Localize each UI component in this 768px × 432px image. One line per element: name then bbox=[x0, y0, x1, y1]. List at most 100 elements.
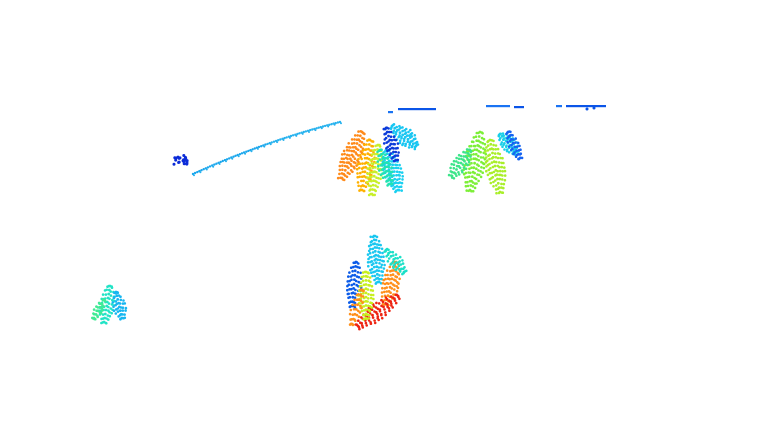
point bbox=[356, 148, 360, 152]
point bbox=[506, 137, 509, 140]
point bbox=[506, 140, 510, 144]
point bbox=[386, 184, 389, 187]
point bbox=[395, 125, 399, 129]
point bbox=[465, 156, 469, 160]
point bbox=[400, 181, 404, 185]
point bbox=[394, 257, 397, 260]
point bbox=[472, 166, 476, 170]
point bbox=[514, 137, 517, 140]
point bbox=[383, 156, 387, 160]
point bbox=[114, 303, 117, 307]
point bbox=[396, 158, 400, 162]
point bbox=[364, 321, 368, 325]
point bbox=[389, 135, 393, 138]
point bbox=[396, 146, 399, 150]
point bbox=[388, 309, 391, 313]
point bbox=[496, 147, 500, 151]
point bbox=[352, 282, 356, 286]
point bbox=[373, 193, 377, 197]
point bbox=[123, 302, 127, 305]
point bbox=[394, 301, 398, 305]
point bbox=[351, 295, 355, 299]
plant-cluster-1 bbox=[336, 123, 420, 197]
point bbox=[379, 255, 383, 259]
point bbox=[501, 191, 505, 194]
point bbox=[360, 309, 364, 313]
point bbox=[370, 153, 374, 156]
point bbox=[510, 143, 513, 147]
point bbox=[351, 313, 355, 317]
point bbox=[396, 257, 400, 260]
point bbox=[503, 166, 506, 169]
point bbox=[404, 127, 408, 131]
point bbox=[340, 153, 344, 156]
point bbox=[373, 152, 377, 156]
point bbox=[450, 162, 454, 166]
point bbox=[172, 162, 176, 166]
point bbox=[362, 184, 366, 188]
point bbox=[388, 265, 392, 269]
point bbox=[449, 170, 453, 173]
point bbox=[110, 286, 114, 290]
point bbox=[354, 308, 358, 311]
point bbox=[381, 251, 384, 255]
point bbox=[362, 189, 366, 193]
point bbox=[94, 317, 97, 321]
point bbox=[397, 135, 401, 139]
point bbox=[99, 312, 103, 315]
point bbox=[367, 143, 371, 146]
point bbox=[358, 311, 362, 314]
point bbox=[399, 167, 403, 170]
point bbox=[215, 162, 218, 165]
point bbox=[408, 143, 412, 146]
point bbox=[380, 263, 384, 267]
point bbox=[471, 181, 475, 184]
point bbox=[501, 145, 504, 149]
point bbox=[387, 165, 391, 169]
point bbox=[356, 172, 359, 175]
point bbox=[373, 249, 377, 253]
point bbox=[414, 137, 417, 140]
point bbox=[487, 154, 490, 157]
point bbox=[393, 142, 397, 146]
point bbox=[114, 312, 118, 315]
point bbox=[484, 150, 487, 153]
point bbox=[378, 277, 381, 281]
point bbox=[228, 157, 231, 160]
point bbox=[380, 168, 384, 171]
point bbox=[370, 271, 373, 275]
point bbox=[345, 145, 349, 149]
point bbox=[378, 145, 382, 148]
point bbox=[346, 288, 349, 292]
point bbox=[100, 317, 103, 321]
point bbox=[499, 156, 502, 160]
point bbox=[490, 157, 494, 160]
point bbox=[488, 171, 492, 175]
point bbox=[101, 309, 104, 312]
point bbox=[350, 283, 354, 287]
point bbox=[389, 263, 393, 266]
point bbox=[371, 171, 374, 174]
point bbox=[457, 157, 461, 161]
point bbox=[392, 129, 396, 133]
point bbox=[503, 169, 507, 173]
point bbox=[397, 151, 400, 154]
point bbox=[498, 165, 501, 169]
point bbox=[365, 143, 368, 146]
point bbox=[102, 305, 106, 308]
point bbox=[395, 163, 399, 167]
point bbox=[396, 266, 399, 270]
point bbox=[234, 154, 237, 157]
point bbox=[298, 132, 301, 135]
point bbox=[384, 313, 388, 317]
point bbox=[301, 132, 304, 135]
point bbox=[363, 148, 367, 151]
point bbox=[467, 153, 471, 156]
point bbox=[376, 312, 379, 316]
point bbox=[457, 153, 461, 157]
point bbox=[285, 136, 288, 139]
point bbox=[496, 169, 500, 173]
point bbox=[390, 277, 394, 281]
point bbox=[342, 149, 346, 153]
point bbox=[392, 187, 395, 191]
